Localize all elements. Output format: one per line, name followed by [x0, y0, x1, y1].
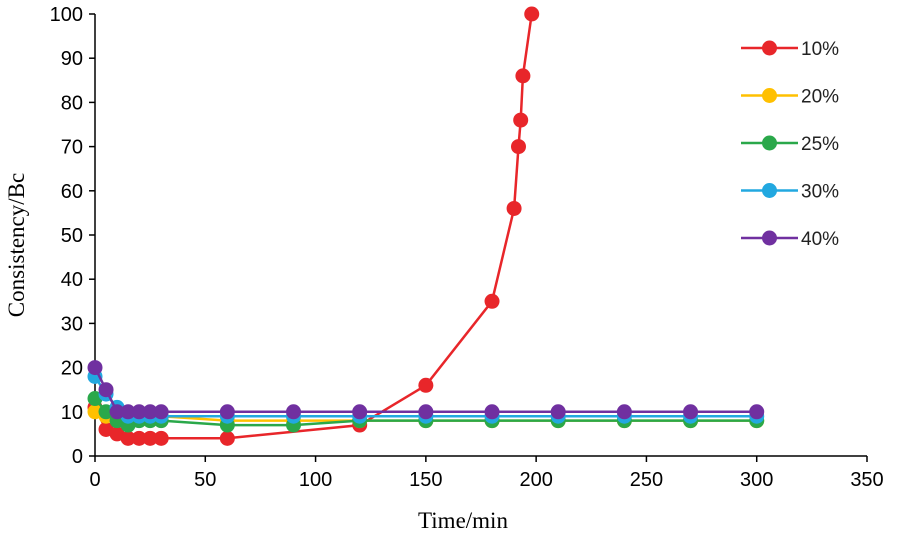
legend-label: 40% [801, 229, 839, 250]
data-point [131, 430, 147, 446]
y-tick-label: 90 [61, 48, 83, 70]
y-axis-title: Consistency/Bc [4, 173, 29, 317]
axes: 0 10 20 30 40 50 60 70 80 90 100 0 50 100 150 200 250 300… [50, 4, 884, 491]
data-point [418, 377, 434, 393]
x-tick-label: 100 [299, 469, 332, 491]
x-tick-label: 350 [850, 469, 883, 491]
x-tick-label: 200 [519, 469, 552, 491]
y-tick-label: 60 [61, 181, 83, 203]
y-tick-label: 0 [72, 446, 83, 468]
legend-entry: 40% [741, 229, 839, 250]
x-tick-label: 150 [409, 469, 442, 491]
x-tick-label: 250 [630, 469, 663, 491]
y-tick-label: 20 [61, 358, 83, 380]
data-point [616, 404, 632, 420]
x-tick-label: 0 [89, 469, 100, 491]
legend-label: 20% [801, 87, 839, 108]
data-point [515, 68, 531, 84]
data-point [524, 6, 540, 22]
legend-label: 10% [801, 39, 839, 60]
legend-marker [762, 183, 777, 198]
data-point [131, 404, 147, 420]
data-point [153, 430, 169, 446]
data-point [98, 382, 114, 398]
legend-entry: 20% [741, 87, 839, 108]
data-point [142, 404, 158, 420]
legend-label: 25% [801, 134, 839, 155]
series-5 [87, 360, 765, 420]
data-point [513, 112, 529, 128]
legend-entry: 25% [741, 134, 839, 155]
legend-marker [762, 88, 777, 103]
x-tick-label: 300 [740, 469, 773, 491]
series-1 [87, 6, 540, 446]
y-tick-label: 50 [61, 225, 83, 247]
legend-label: 30% [801, 182, 839, 203]
data-point [153, 404, 169, 420]
y-tick-label: 80 [61, 92, 83, 114]
y-tick-label: 100 [50, 4, 83, 26]
legend-entry: 10% [741, 39, 839, 60]
data-point [484, 293, 500, 309]
y-tick-label: 40 [61, 269, 83, 291]
data-point [219, 404, 235, 420]
data-point [120, 404, 136, 420]
series-line [93, 13, 533, 440]
data-point [683, 404, 699, 420]
data-point [120, 430, 136, 446]
x-tick-label: 50 [194, 469, 216, 491]
data-point [87, 360, 103, 376]
data-point [550, 404, 566, 420]
data-point [484, 404, 500, 420]
legend-marker [762, 230, 777, 246]
legend-marker [762, 40, 777, 56]
data-point [142, 430, 158, 446]
legend-entry: 30% [741, 182, 839, 203]
y-tick-label: 70 [61, 137, 83, 159]
legend: 10% 20% 25% 30% 40% [741, 39, 839, 250]
data-point [352, 404, 368, 420]
data-point [418, 404, 434, 420]
data-point [506, 200, 522, 216]
data-point [286, 404, 302, 420]
series-layer [87, 6, 765, 446]
y-tick-label: 30 [61, 313, 83, 335]
data-point [749, 404, 765, 420]
x-axis-title: Time/min [418, 508, 508, 533]
data-point [510, 139, 526, 155]
data-point [109, 404, 125, 420]
y-tick-label: 10 [61, 402, 83, 424]
data-point [219, 430, 235, 446]
legend-marker [762, 135, 777, 151]
